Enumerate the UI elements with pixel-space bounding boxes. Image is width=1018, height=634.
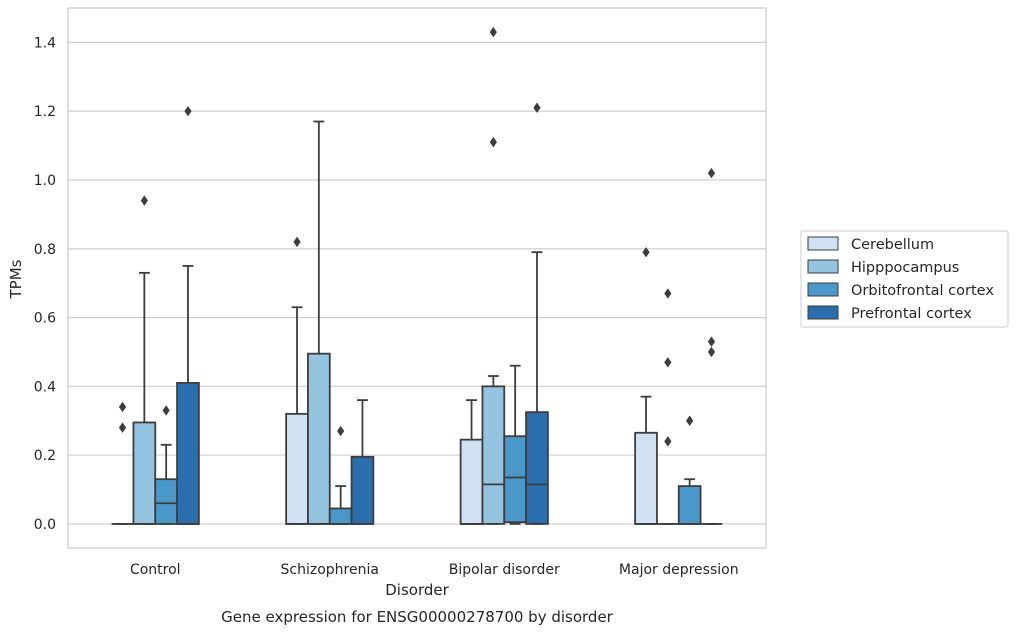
chart-caption: Gene expression for ENSG00000278700 by d… <box>221 608 614 626</box>
box <box>350 455 375 525</box>
box-series <box>111 26 723 525</box>
y-tick-label: 0.6 <box>34 311 56 327</box>
box <box>328 507 353 525</box>
outlier-point <box>664 357 672 368</box>
box <box>677 485 702 525</box>
box <box>481 385 506 525</box>
y-tick-label: 0.4 <box>34 379 56 395</box>
legend: Cerebellum Hipppocampus Orbitofrontal cort… <box>800 230 1009 328</box>
x-tick-label: Major depression <box>619 562 739 578</box>
box <box>503 435 527 524</box>
y-tick-label: 1.0 <box>34 173 56 189</box>
outlier-point <box>686 415 694 426</box>
outlier-point <box>118 422 127 433</box>
y-tick-label: 0.2 <box>34 448 56 464</box>
outlier-point <box>162 405 170 416</box>
outlier-point <box>642 247 650 258</box>
outlier-point <box>664 436 672 447</box>
box <box>154 478 178 525</box>
y-tick-label: 1.2 <box>34 104 56 120</box>
outlier-point <box>707 167 716 179</box>
box <box>307 352 331 525</box>
outlier-point <box>489 136 497 148</box>
outlier-point <box>337 425 345 437</box>
box <box>285 412 309 525</box>
outlier-point <box>118 401 127 413</box>
y-axis-label: TPMs <box>7 259 25 299</box>
box <box>525 411 549 525</box>
legend-swatch <box>807 305 839 320</box>
legend-frame <box>800 230 1009 328</box>
outlier-point <box>533 102 541 113</box>
legend-label: Orbitofrontal cortex <box>851 283 994 299</box>
outlier-point <box>707 346 716 358</box>
x-tick-label: Schizophrenia <box>281 562 379 578</box>
x-axis-label: Disorder <box>385 581 449 599</box>
legend-label: Hipppocampus <box>851 260 959 276</box>
y-tick-labels: 0.0 0.2 0.4 0.6 0.8 1.0 1.2 1.4 <box>34 35 56 533</box>
outlier-point <box>184 105 192 117</box>
legend-swatch <box>807 282 839 297</box>
legend-swatch <box>807 259 839 274</box>
y-tick-label: 0.0 <box>34 517 56 533</box>
x-tick-label: Control <box>130 562 181 578</box>
plot-frame <box>67 7 767 549</box>
y-tick-label: 1.4 <box>34 35 56 51</box>
plot-background <box>68 8 766 548</box>
outlier-point <box>664 288 672 299</box>
legend-label: Cerebellum <box>851 237 934 253</box>
outlier-point <box>489 26 497 38</box>
box <box>634 431 658 525</box>
box <box>176 382 200 525</box>
legend-swatch <box>807 236 839 251</box>
outlier-point <box>140 195 148 206</box>
x-tick-labels: Control Schizophrenia Bipolar disorder Majo… <box>130 562 739 578</box>
outlier-point <box>707 336 716 347</box>
box <box>459 438 484 525</box>
box <box>132 421 157 525</box>
x-tick-label: Bipolar disorder <box>449 562 560 578</box>
y-tick-label: 0.8 <box>34 242 56 258</box>
legend-label: Prefrontal cortex <box>851 306 972 322</box>
outlier-point <box>293 236 301 248</box>
